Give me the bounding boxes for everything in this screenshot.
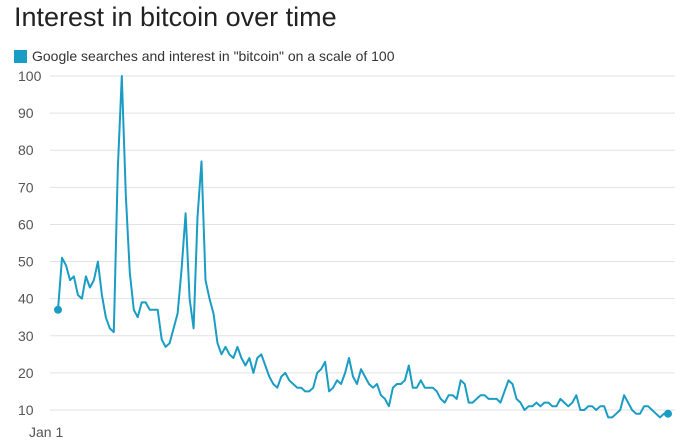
legend-swatch bbox=[14, 49, 27, 63]
last-point-marker bbox=[664, 409, 672, 418]
y-tick-label-50: 50 bbox=[18, 254, 34, 270]
y-tick-label-40: 40 bbox=[18, 291, 34, 307]
y-tick-label-30: 30 bbox=[18, 328, 34, 344]
x-tick-label-0: Jan 1 bbox=[29, 424, 63, 440]
x-axis-tick-labels: Jan 1 bbox=[29, 424, 63, 440]
grid-lines bbox=[50, 75, 675, 411]
y-tick-label-20: 20 bbox=[18, 365, 34, 381]
y-tick-label-60: 60 bbox=[18, 216, 34, 232]
y-tick-label-10: 10 bbox=[18, 402, 34, 418]
y-axis-tick-labels: 10 20 30 40 50 60 70 80 90 100 bbox=[18, 68, 42, 418]
series-line-0 bbox=[57, 75, 668, 419]
first-point-marker bbox=[54, 305, 62, 314]
y-tick-label-90: 90 bbox=[18, 105, 34, 121]
y-tick-label-80: 80 bbox=[18, 142, 34, 158]
y-tick-label-100: 100 bbox=[18, 68, 42, 84]
legend-label: Google searches and interest in "bitcoin… bbox=[32, 48, 395, 64]
legend: Google searches and interest in "bitcoin… bbox=[14, 46, 395, 66]
series-markers bbox=[54, 305, 672, 418]
y-tick-label-70: 70 bbox=[18, 179, 34, 195]
chart-title: Interest in bitcoin over time bbox=[14, 2, 337, 32]
series-bitcoin-interest bbox=[57, 75, 668, 419]
